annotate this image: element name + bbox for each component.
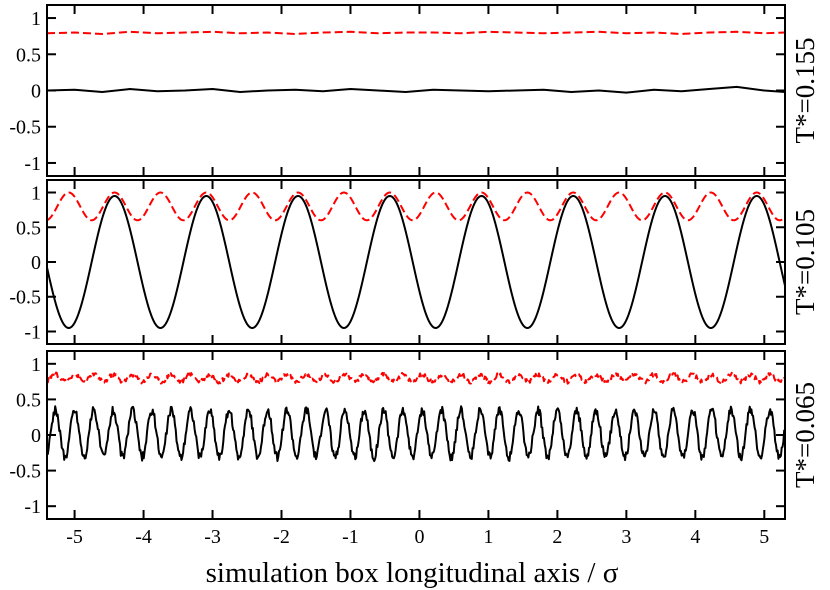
panels-layer: 1 0.5 0 -0.5 -1 T*=0.155 1 0.5 0 -0.5 -1 T*=0.105 1 0…: [9, 4, 820, 548]
x-tick-label: 1: [483, 526, 493, 548]
x-tick-label: 3: [621, 526, 631, 548]
panel-frame: [46, 179, 786, 345]
y-tick-label: -1: [24, 321, 41, 343]
panel-label: T*=0.105: [790, 209, 820, 315]
y-tick-label: 1: [31, 8, 41, 30]
y-tick-label: 0.5: [16, 389, 41, 411]
x-tick-label: -2: [273, 526, 290, 548]
x-tick-label: 0: [414, 526, 424, 548]
panel-3: 1 0.5 0 -0.5 -1 T*=0.065: [9, 350, 820, 520]
panel-2: 1 0.5 0 -0.5 -1 T*=0.105: [9, 179, 820, 345]
panel-label: T*=0.065: [790, 382, 820, 488]
series-line-dashed: [47, 30, 785, 35]
series-line-dashed: [47, 371, 785, 385]
x-tick-label: 2: [552, 526, 562, 548]
y-tick-label: 0.5: [16, 217, 41, 239]
x-tick-label: 4: [690, 526, 700, 548]
y-tick-label: 0: [31, 81, 41, 103]
y-tick-label: 0.5: [16, 44, 41, 66]
series-line-dashed: [47, 191, 785, 222]
y-tick-label: 0: [31, 252, 41, 274]
series-line-solid: [47, 405, 785, 463]
y-tick-label: -0.5: [9, 117, 41, 139]
y-tick-label: -0.5: [9, 287, 41, 309]
y-tick-label: 0: [31, 425, 41, 447]
y-tick-label: -1: [24, 153, 41, 175]
y-tick-label: -0.5: [9, 461, 41, 483]
series-line-solid: [47, 194, 785, 330]
y-tick-label: 1: [31, 354, 41, 376]
y-tick-label: -1: [24, 496, 41, 518]
x-axis-title: simulation box longitudinal axis / σ: [206, 557, 619, 589]
x-tick-label: -1: [342, 526, 359, 548]
panel-label: T*=0.155: [790, 38, 820, 144]
y-tick-label: 1: [31, 183, 41, 205]
series-line-solid: [47, 85, 785, 94]
panel-1: 1 0.5 0 -0.5 -1 T*=0.155: [9, 4, 820, 177]
x-tick-label: -4: [135, 526, 152, 548]
x-tick-label: -3: [204, 526, 221, 548]
x-tick-label: 5: [759, 526, 769, 548]
x-tick-label: -5: [66, 526, 83, 548]
